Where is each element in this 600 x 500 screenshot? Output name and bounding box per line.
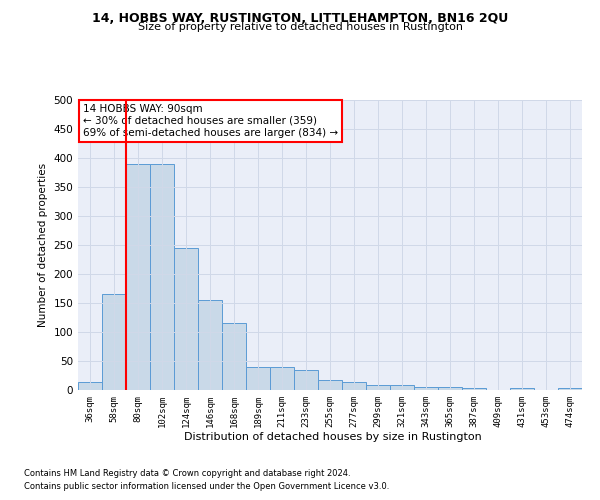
Bar [342,382,366,390]
Bar [318,380,342,390]
Bar [174,248,198,390]
Bar [414,387,438,390]
Bar [150,164,174,390]
Bar [198,300,222,390]
Bar [510,388,534,390]
Bar [246,367,270,390]
Bar [438,387,462,390]
Bar [294,370,318,390]
Bar [270,367,294,390]
Text: Contains public sector information licensed under the Open Government Licence v3: Contains public sector information licen… [24,482,389,491]
Text: 14 HOBBS WAY: 90sqm
← 30% of detached houses are smaller (359)
69% of semi-detac: 14 HOBBS WAY: 90sqm ← 30% of detached ho… [83,104,338,138]
Text: Distribution of detached houses by size in Rustington: Distribution of detached houses by size … [184,432,482,442]
Bar [390,386,414,390]
Text: Contains HM Land Registry data © Crown copyright and database right 2024.: Contains HM Land Registry data © Crown c… [24,468,350,477]
Y-axis label: Number of detached properties: Number of detached properties [38,163,48,327]
Bar [126,164,150,390]
Bar [558,388,582,390]
Text: 14, HOBBS WAY, RUSTINGTON, LITTLEHAMPTON, BN16 2QU: 14, HOBBS WAY, RUSTINGTON, LITTLEHAMPTON… [92,12,508,26]
Bar [462,388,486,390]
Bar [222,324,246,390]
Bar [366,386,390,390]
Bar [102,294,126,390]
Bar [78,382,102,390]
Text: Size of property relative to detached houses in Rustington: Size of property relative to detached ho… [137,22,463,32]
